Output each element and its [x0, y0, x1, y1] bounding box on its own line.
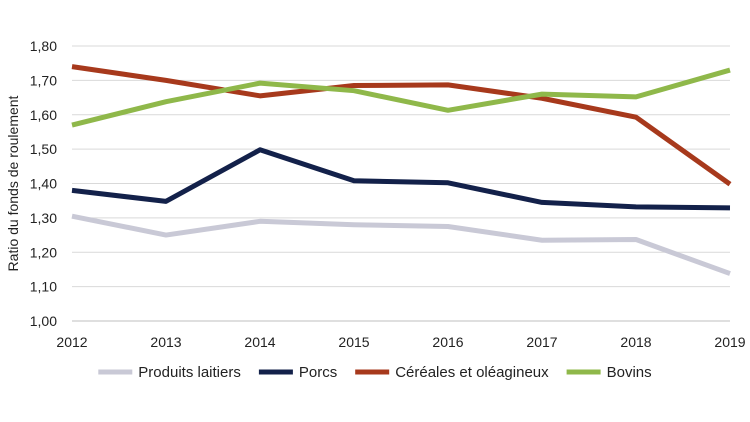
y-axis-tick-labels: 1,00 1,10 1,20 1,30 1,40 1,50 1,60 1,70 1,80: [30, 38, 57, 329]
x-tick-label: 2016: [432, 334, 463, 350]
series-line-produits-laitiers: [71, 213, 731, 276]
legend-item: Porcs: [258, 364, 337, 381]
legend-item: Bovins: [566, 364, 652, 381]
legend-label: Bovins: [607, 364, 652, 381]
y-tick-label: 1,40: [30, 176, 57, 192]
x-tick-label: 2018: [620, 334, 651, 350]
y-tick-label: 1,70: [30, 72, 57, 88]
legend-label: Produits laitiers: [138, 364, 241, 381]
y-tick-label: 1,20: [30, 244, 57, 260]
x-tick-label: 2019: [714, 334, 745, 350]
legend-label: Porcs: [299, 364, 337, 381]
legend-label: Céréales et oléagineux: [395, 364, 549, 381]
x-tick-label: 2014: [244, 334, 275, 350]
x-tick-label: 2015: [338, 334, 369, 350]
y-tick-label: 1,30: [30, 210, 57, 226]
legend-item: Produits laitiers: [98, 364, 241, 381]
y-tick-label: 1,60: [30, 107, 57, 123]
y-tick-label: 1,00: [30, 313, 57, 329]
y-tick-label: 1,10: [30, 279, 57, 295]
series-line-porcs: [71, 147, 731, 211]
legend-item: Céréales et oléagineux: [355, 364, 549, 381]
legend: Produits laitiers Porcs Céréales et oléagi…: [98, 364, 652, 381]
series-line-cereales-et-oleagineux: [71, 64, 732, 187]
x-tick-label: 2017: [526, 334, 557, 350]
y-axis-title: Ratio du fonds de roulement: [5, 95, 21, 271]
x-axis-tick-labels: 2012 2013 2014 2015 2016 2017 2018 2019: [56, 334, 745, 350]
series-lines: [71, 64, 732, 276]
x-tick-label: 2012: [56, 334, 87, 350]
y-tick-label: 1,50: [30, 141, 57, 157]
x-tick-label: 2013: [150, 334, 181, 350]
y-tick-label: 1,80: [30, 38, 57, 54]
series-line-bovins: [71, 67, 731, 128]
